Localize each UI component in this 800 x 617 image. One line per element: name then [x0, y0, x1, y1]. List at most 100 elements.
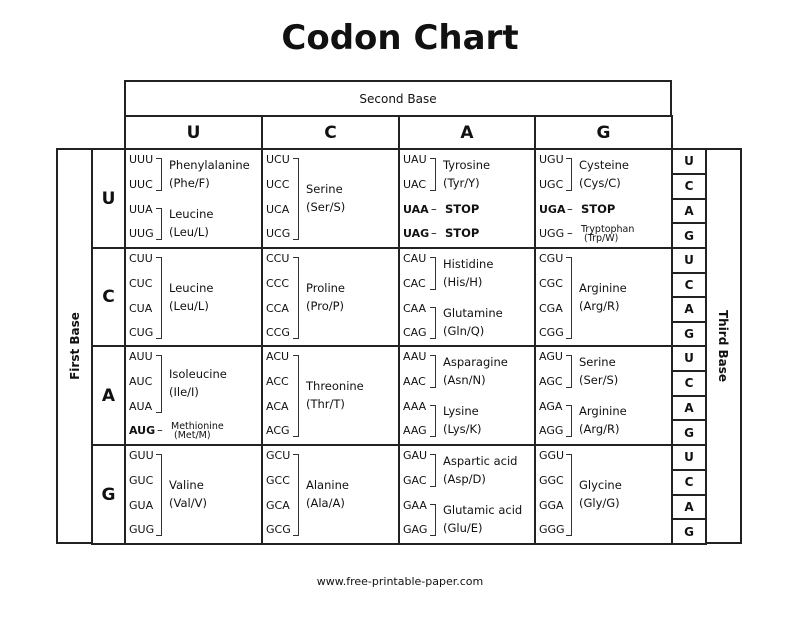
- codon-UCG: UCG: [266, 227, 291, 240]
- codon-AUA: AUA: [129, 400, 153, 413]
- amino-acid-name: Tryptophan: [581, 224, 635, 235]
- third-base-column: Third Base: [705, 148, 742, 544]
- dash-icon: –: [567, 226, 573, 240]
- bracket-icon: [430, 355, 436, 388]
- codon-GAG: GAG: [403, 523, 428, 536]
- codon-GAC: GAC: [403, 474, 427, 487]
- first-base-C: C: [91, 247, 126, 347]
- bracket-icon: [156, 257, 162, 339]
- codon-AGA: AGA: [539, 400, 563, 413]
- footer-url: www.free-printable-paper.com: [316, 575, 484, 588]
- bracket-icon: [566, 257, 572, 339]
- codon-UUA: UUA: [129, 203, 153, 216]
- codon-GAA: GAA: [403, 499, 427, 512]
- codon-AAU: AAU: [403, 350, 427, 363]
- codon-UGU: UGU: [539, 153, 564, 166]
- second-base-A: A: [398, 115, 536, 150]
- bracket-icon: [566, 454, 572, 536]
- codon-CAU: CAU: [403, 252, 427, 265]
- third-base-label: Third Base: [716, 309, 731, 383]
- amino-acid-name: Leucine: [169, 207, 214, 221]
- third-base-G: G: [671, 222, 707, 249]
- third-base-U: U: [671, 345, 707, 372]
- second-base-G: G: [534, 115, 673, 150]
- third-base-G: G: [671, 419, 707, 446]
- bracket-icon: [156, 454, 162, 536]
- third-base-A: A: [671, 296, 707, 323]
- codon-UAC: UAC: [403, 178, 427, 191]
- codon-UUC: UUC: [129, 178, 153, 191]
- bracket-icon: [430, 257, 436, 290]
- codon-GCU: GCU: [266, 449, 291, 462]
- codon-CGU: CGU: [539, 252, 564, 265]
- amino-acid-abbr: (Phe/F): [169, 175, 210, 190]
- codon-UGG: UGG: [539, 227, 565, 240]
- bracket-icon: [430, 405, 436, 437]
- amino-acid-name: Alanine: [306, 478, 349, 492]
- codon-GUG: GUG: [129, 523, 155, 536]
- codon-cell: [534, 444, 673, 545]
- amino-acid-name: Tyrosine: [443, 157, 491, 172]
- amino-acid-name: Leucine: [169, 281, 214, 295]
- second-base-label: Second Base: [359, 91, 437, 106]
- second-base-U: U: [124, 115, 263, 150]
- amino-acid-abbr: (Ser/S): [306, 200, 346, 214]
- amino-acid-name: Aspartic acid: [443, 453, 518, 468]
- codon-CAA: CAA: [403, 302, 427, 315]
- first-base-A: A: [91, 345, 126, 446]
- third-base-A: A: [671, 493, 707, 521]
- codon-GUU: GUU: [129, 449, 154, 462]
- codon-CGG: CGG: [539, 326, 564, 339]
- stop-label: STOP: [581, 202, 616, 216]
- codon-ACU: ACU: [266, 350, 290, 363]
- codon-UUG: UUG: [129, 227, 154, 240]
- codon-UUU: UUU: [129, 153, 154, 166]
- codon-UAA: UAA: [403, 203, 429, 216]
- codon-AAG: AAG: [403, 424, 427, 437]
- codon-CGC: CGC: [539, 277, 563, 290]
- codon-AGG: AGG: [539, 424, 564, 437]
- amino-acid-name: Phenylalanine: [169, 157, 250, 172]
- amino-acid-name: Asparagine: [443, 354, 508, 369]
- stop-label: STOP: [445, 226, 480, 240]
- codon-ACC: ACC: [266, 375, 289, 388]
- page-title: Codon Chart: [281, 18, 519, 58]
- amino-acid-abbr: (Ile/I): [169, 385, 199, 399]
- amino-acid-name: Glutamic acid: [443, 503, 523, 517]
- codon-GAU: GAU: [403, 449, 428, 462]
- first-base-label: First Base: [67, 312, 82, 380]
- amino-acid-abbr: (Leu/L): [169, 299, 209, 313]
- first-base-column: First Base: [56, 148, 93, 544]
- codon-CCA: CCA: [266, 302, 289, 315]
- bracket-icon: [566, 158, 572, 191]
- amino-acid-name: Arginine: [579, 404, 627, 418]
- codon-GGG: GGG: [539, 523, 565, 536]
- bracket-icon: [293, 355, 299, 437]
- codon-UCA: UCA: [266, 203, 290, 216]
- codon-CUA: CUA: [129, 302, 153, 315]
- amino-acid-abbr: (Met/M): [174, 430, 211, 441]
- amino-acid-name: Cysteine: [579, 157, 629, 172]
- codon-CUU: CUU: [129, 252, 153, 265]
- codon-GGC: GGC: [539, 474, 564, 487]
- second-base-C: C: [261, 115, 400, 150]
- bracket-icon: [430, 158, 436, 191]
- amino-acid-abbr: (Gly/G): [579, 496, 620, 510]
- codon-AUG: AUG: [129, 424, 156, 437]
- third-base-U: U: [671, 148, 707, 175]
- bracket-icon: [566, 355, 572, 388]
- bracket-icon: [293, 158, 299, 240]
- amino-acid-abbr: (Trp/W): [584, 233, 619, 244]
- codon-UAG: UAG: [403, 227, 430, 240]
- amino-acid-abbr: (Tyr/Y): [443, 175, 480, 190]
- bracket-icon: [293, 454, 299, 536]
- codon-AAC: AAC: [403, 375, 426, 388]
- third-base-C: C: [671, 172, 707, 200]
- codon-AUC: AUC: [129, 375, 153, 388]
- dash-icon: –: [157, 423, 163, 437]
- bracket-icon: [430, 307, 436, 339]
- amino-acid-name: Arginine: [579, 281, 627, 295]
- amino-acid-abbr: (Val/V): [169, 496, 207, 510]
- amino-acid-abbr: (Arg/R): [579, 422, 620, 436]
- codon-CUG: CUG: [129, 326, 154, 339]
